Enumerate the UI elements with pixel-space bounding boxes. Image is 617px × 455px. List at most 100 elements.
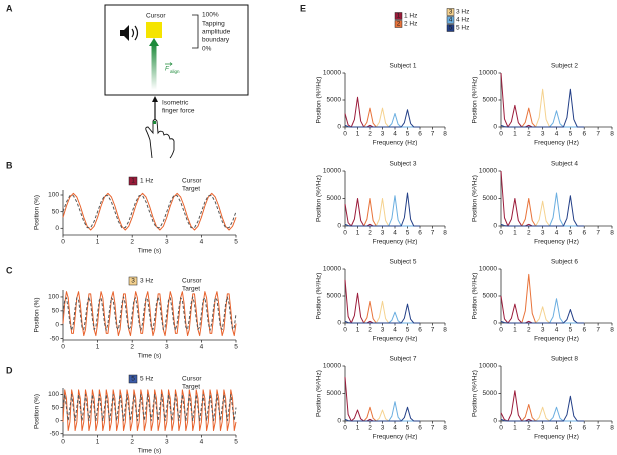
x-tick-label: 0 [343,425,347,432]
x-tick-label: 4 [555,230,559,237]
x-tick-label: 7 [596,131,600,138]
x-axis-label: Frequency (Hz) [373,434,418,441]
x-tick-label: 2 [130,344,134,351]
y-axis-label: Position (%) [34,394,41,429]
x-tick-label: 0 [61,439,65,446]
x-tick-label: 3 [381,230,385,237]
screen-frame [104,4,249,96]
legend-label: 2 Hz [404,21,417,28]
series-line [62,195,237,229]
series-line [500,195,585,227]
x-tick-label: 1 [513,425,517,432]
x-tick-label: 2 [368,425,372,432]
series-line [62,296,237,331]
y-tick-label: 0 [337,223,341,230]
speaker-icon [120,25,139,41]
y-tick-label: -50 [50,430,60,437]
x-tick-label: 0 [499,425,503,432]
y-axis-label: Position (%²/Hz) [472,370,479,417]
series-line [344,311,420,324]
force-symbol: F [165,66,170,73]
vector-arrow [165,62,173,66]
x-axis-label: Time (s) [138,353,162,360]
panel-label: E [300,3,306,13]
x-tick-label: 4 [393,425,397,432]
x-tick-label: 1 [356,327,360,334]
cursor [146,22,162,38]
y-axis-label: Position (%²/Hz) [472,175,479,222]
x-tick-label: 2 [527,425,531,432]
y-tick-label: 5000 [327,195,342,202]
legend-label: Cursor [182,178,202,185]
x-tick-label: 8 [610,230,614,237]
y-tick-label: 50 [52,208,60,215]
series-line [62,291,237,337]
legend-label: 3 Hz [456,9,469,16]
x-axis-label: Frequency (Hz) [373,239,418,246]
x-axis-label: Frequency (Hz) [534,239,579,246]
y-tick-label: 100 [48,192,59,199]
panel-label: B [6,160,13,170]
legend-label: Cursor [182,278,202,285]
x-tick-label: 7 [431,230,435,237]
x-tick-label: 4 [555,425,559,432]
hand-icon [145,119,175,159]
chart: 0 5000 10000 0 1 2 3 4 5 6 7 8 Frequency (Hz) Positio… [472,259,614,343]
series-line [62,394,237,422]
x-tick-label: 1 [96,344,100,351]
legend-label: Target [182,186,200,193]
chart-title: Subject 1 [389,63,416,70]
x-tick-label: 4 [393,327,397,334]
legend-label: 3 Hz [140,278,153,285]
x-tick-label: 5 [406,131,410,138]
series-line [500,88,585,128]
x-tick-label: 5 [406,425,410,432]
series-line [344,107,420,128]
series-line [344,96,420,128]
force-arrow [151,44,157,90]
x-tick-label: 4 [200,239,204,246]
x-tick-label: 6 [582,327,586,334]
legend-number: 5 [131,376,135,383]
series-line [344,192,420,227]
x-tick-label: 6 [582,230,586,237]
x-tick-label: 0 [499,131,503,138]
legend-label: 5 Hz [140,376,153,383]
x-tick-label: 6 [418,230,422,237]
y-tick-label: 5000 [483,195,498,202]
y-tick-label: 0 [493,124,497,131]
x-tick-label: 4 [555,131,559,138]
legend-number: 3 [449,9,453,16]
chart: 0 50 100 0 1 2 3 4 5 Time (s) Position (%) 1 1 Hz Cur… [34,176,238,255]
x-tick-label: 4 [555,327,559,334]
bracket [192,14,199,49]
x-tick-label: 5 [406,230,410,237]
y-tick-label: 0 [493,320,497,327]
x-tick-label: 6 [418,327,422,334]
x-tick-label: 8 [610,327,614,334]
y-axis-label: Position (%) [34,297,41,332]
legend-swatch [446,8,455,16]
x-tick-label: 4 [393,230,397,237]
y-tick-label: 50 [52,404,60,411]
series-line [500,295,585,324]
x-tick-label: 8 [443,131,447,138]
y-tick-label: 5000 [327,293,342,300]
legend-number: 2 [397,21,401,28]
x-tick-label: 3 [165,344,169,351]
x-tick-label: 7 [596,327,600,334]
boundary-label: Tapping [202,21,225,28]
x-tick-label: 7 [431,131,435,138]
series-line [500,309,585,324]
y-tick-label: 10000 [323,363,341,370]
y-tick-label: 10000 [323,168,341,175]
x-tick-label: 6 [582,425,586,432]
x-tick-label: 5 [569,131,573,138]
x-axis-label: Frequency (Hz) [534,336,579,343]
x-tick-label: 1 [513,131,517,138]
x-tick-label: 1 [513,230,517,237]
y-tick-label: 10000 [323,266,341,273]
x-tick-label: 4 [393,131,397,138]
x-tick-label: 2 [130,239,134,246]
x-tick-label: 3 [381,425,385,432]
